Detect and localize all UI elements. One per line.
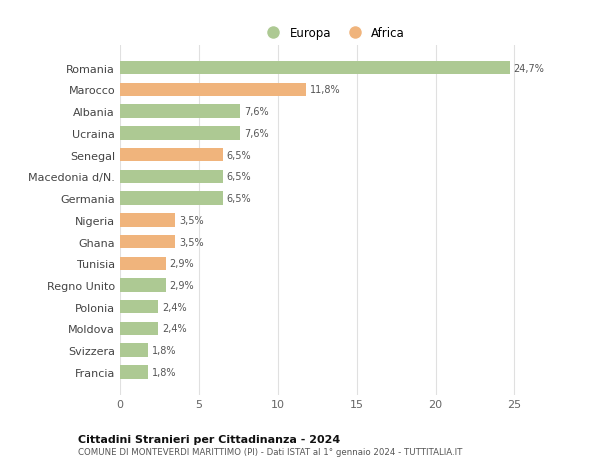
Legend: Europa, Africa: Europa, Africa — [257, 24, 409, 44]
Bar — [120, 149, 223, 162]
Bar — [120, 344, 148, 357]
Bar — [120, 84, 306, 97]
Text: 3,5%: 3,5% — [179, 237, 204, 247]
Text: 3,5%: 3,5% — [179, 215, 204, 225]
Text: 2,4%: 2,4% — [162, 324, 187, 334]
Bar — [120, 192, 223, 205]
Text: 1,8%: 1,8% — [152, 367, 177, 377]
Bar — [120, 300, 158, 314]
Text: 7,6%: 7,6% — [244, 129, 268, 139]
Text: 6,5%: 6,5% — [227, 194, 251, 204]
Bar — [120, 170, 223, 184]
Text: COMUNE DI MONTEVERDI MARITTIMO (PI) - Dati ISTAT al 1° gennaio 2024 - TUTTITALIA: COMUNE DI MONTEVERDI MARITTIMO (PI) - Da… — [78, 448, 463, 457]
Bar — [120, 127, 240, 140]
Text: 2,9%: 2,9% — [170, 259, 194, 269]
Bar — [120, 322, 158, 336]
Bar — [120, 105, 240, 118]
Bar — [120, 257, 166, 270]
Bar — [120, 279, 166, 292]
Bar — [120, 365, 148, 379]
Text: 6,5%: 6,5% — [227, 150, 251, 160]
Text: 2,9%: 2,9% — [170, 280, 194, 291]
Text: 11,8%: 11,8% — [310, 85, 341, 95]
Text: 24,7%: 24,7% — [514, 63, 545, 73]
Text: 7,6%: 7,6% — [244, 107, 268, 117]
Text: 6,5%: 6,5% — [227, 172, 251, 182]
Text: Cittadini Stranieri per Cittadinanza - 2024: Cittadini Stranieri per Cittadinanza - 2… — [78, 434, 340, 444]
Bar — [120, 235, 175, 249]
Bar — [120, 62, 510, 75]
Text: 2,4%: 2,4% — [162, 302, 187, 312]
Text: 1,8%: 1,8% — [152, 346, 177, 355]
Bar — [120, 213, 175, 227]
